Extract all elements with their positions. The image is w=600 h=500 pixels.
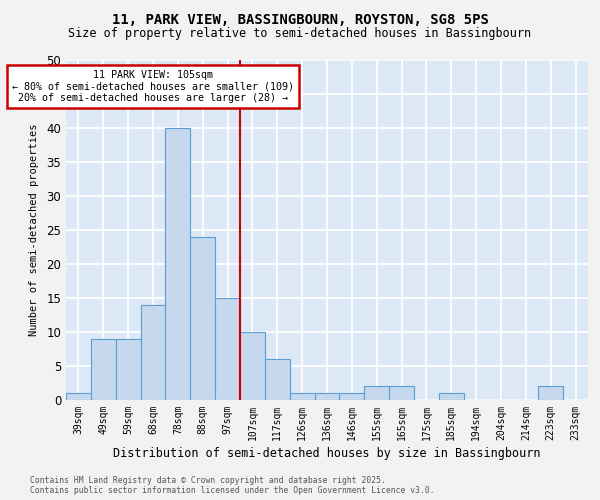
Text: 11 PARK VIEW: 105sqm
← 80% of semi-detached houses are smaller (109)
20% of semi: 11 PARK VIEW: 105sqm ← 80% of semi-detac…: [12, 70, 294, 103]
Bar: [91, 339, 116, 400]
Bar: [190, 237, 215, 400]
X-axis label: Distribution of semi-detached houses by size in Bassingbourn: Distribution of semi-detached houses by …: [113, 447, 541, 460]
Bar: [215, 298, 240, 400]
Bar: [240, 332, 265, 400]
Text: Contains HM Land Registry data © Crown copyright and database right 2025.
Contai: Contains HM Land Registry data © Crown c…: [30, 476, 434, 495]
Bar: [290, 393, 314, 400]
Bar: [538, 386, 563, 400]
Bar: [140, 305, 166, 400]
Bar: [364, 386, 389, 400]
Text: 11, PARK VIEW, BASSINGBOURN, ROYSTON, SG8 5PS: 11, PARK VIEW, BASSINGBOURN, ROYSTON, SG…: [112, 12, 488, 26]
Bar: [66, 393, 91, 400]
Bar: [166, 128, 190, 400]
Bar: [439, 393, 464, 400]
Bar: [340, 393, 364, 400]
Text: Size of property relative to semi-detached houses in Bassingbourn: Size of property relative to semi-detach…: [68, 28, 532, 40]
Bar: [116, 339, 140, 400]
Bar: [389, 386, 414, 400]
Bar: [314, 393, 340, 400]
Bar: [265, 359, 290, 400]
Y-axis label: Number of semi-detached properties: Number of semi-detached properties: [29, 124, 40, 336]
